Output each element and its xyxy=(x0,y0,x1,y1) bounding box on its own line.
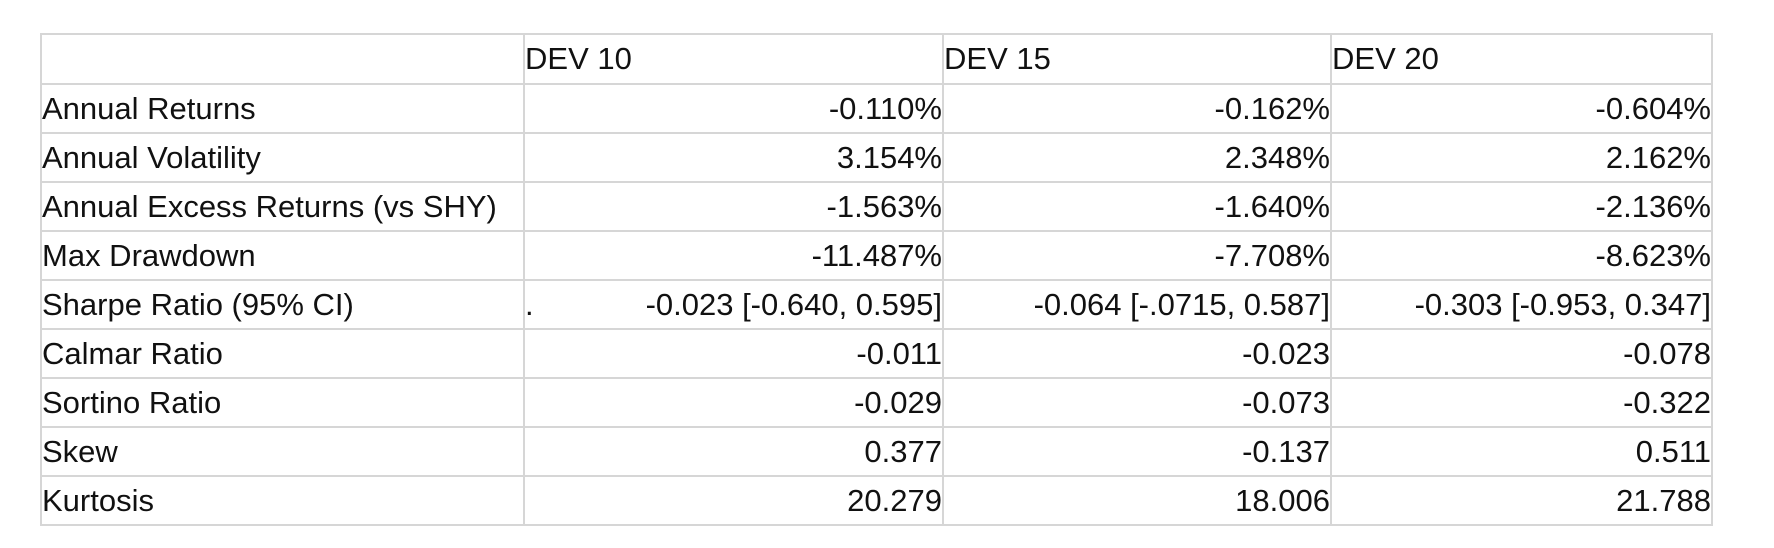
cell-annual-returns-dev15[interactable]: -0.162% xyxy=(942,83,1332,134)
column-header-dev15[interactable]: DEV 15 xyxy=(942,33,1332,85)
cell-kurtosis-dev20[interactable]: 21.788 xyxy=(1330,475,1713,526)
metrics-table: DEV 10 DEV 15 DEV 20 Annual Returns -0.1… xyxy=(40,33,1713,526)
cell-annual-excess-returns-dev15[interactable]: -1.640% xyxy=(942,181,1332,232)
cell-calmar-ratio-dev20[interactable]: -0.078 xyxy=(1330,328,1713,379)
cell-annual-excess-returns-dev10[interactable]: -1.563% xyxy=(523,181,944,232)
cell-kurtosis-dev10[interactable]: 20.279 xyxy=(523,475,944,526)
table-row-annual-volatility: Annual Volatility 3.154% 2.348% 2.162% xyxy=(40,132,1713,183)
cell-calmar-ratio-dev10[interactable]: -0.011 xyxy=(523,328,944,379)
cell-annual-returns-dev10[interactable]: -0.110% xyxy=(523,83,944,134)
cell-skew-dev10[interactable]: 0.377 xyxy=(523,426,944,477)
cell-sortino-ratio-dev15[interactable]: -0.073 xyxy=(942,377,1332,428)
cell-calmar-ratio-dev15[interactable]: -0.023 xyxy=(942,328,1332,379)
table-row-sharpe-ratio: Sharpe Ratio (95% CI) . -0.023 [-0.640, … xyxy=(40,279,1713,330)
row-label-skew[interactable]: Skew xyxy=(40,426,525,477)
row-label-annual-returns[interactable]: Annual Returns xyxy=(40,83,525,134)
row-label-annual-volatility[interactable]: Annual Volatility xyxy=(40,132,525,183)
cell-sortino-ratio-dev20[interactable]: -0.322 xyxy=(1330,377,1713,428)
cell-max-drawdown-dev15[interactable]: -7.708% xyxy=(942,230,1332,281)
cell-annual-excess-returns-dev20[interactable]: -2.136% xyxy=(1330,181,1713,232)
header-row: DEV 10 DEV 15 DEV 20 xyxy=(40,33,1713,85)
row-label-sortino-ratio[interactable]: Sortino Ratio xyxy=(40,377,525,428)
row-label-sharpe-ratio[interactable]: Sharpe Ratio (95% CI) xyxy=(40,279,525,330)
table-row-annual-excess-returns: Annual Excess Returns (vs SHY) -1.563% -… xyxy=(40,181,1713,232)
column-header-dev20[interactable]: DEV 20 xyxy=(1330,33,1713,85)
table-row-kurtosis: Kurtosis 20.279 18.006 21.788 xyxy=(40,475,1713,526)
metrics-table-container: DEV 10 DEV 15 DEV 20 Annual Returns -0.1… xyxy=(40,33,1713,526)
row-label-max-drawdown[interactable]: Max Drawdown xyxy=(40,230,525,281)
row-label-annual-excess-returns[interactable]: Annual Excess Returns (vs SHY) xyxy=(40,181,525,232)
cell-skew-dev20[interactable]: 0.511 xyxy=(1330,426,1713,477)
cell-max-drawdown-dev10[interactable]: -11.487% xyxy=(523,230,944,281)
cell-sortino-ratio-dev10[interactable]: -0.029 xyxy=(523,377,944,428)
cell-annual-returns-dev20[interactable]: -0.604% xyxy=(1330,83,1713,134)
column-header-dev10[interactable]: DEV 10 xyxy=(523,33,944,85)
corner-cell[interactable] xyxy=(40,33,525,85)
cell-sharpe-ratio-dev10[interactable]: . -0.023 [-0.640, 0.595] xyxy=(523,279,944,330)
sharpe-dev10-split: . -0.023 [-0.640, 0.595] xyxy=(525,286,942,323)
row-label-kurtosis[interactable]: Kurtosis xyxy=(40,475,525,526)
table-row-max-drawdown: Max Drawdown -11.487% -7.708% -8.623% xyxy=(40,230,1713,281)
row-label-calmar-ratio[interactable]: Calmar Ratio xyxy=(40,328,525,379)
cell-annual-volatility-dev20[interactable]: 2.162% xyxy=(1330,132,1713,183)
cell-annual-volatility-dev10[interactable]: 3.154% xyxy=(523,132,944,183)
table-row-annual-returns: Annual Returns -0.110% -0.162% -0.604% xyxy=(40,83,1713,134)
gridline-stub-left xyxy=(40,504,42,511)
gridline-stub-col1 xyxy=(523,504,525,511)
cell-skew-dev15[interactable]: -0.137 xyxy=(942,426,1332,477)
table-row-sortino-ratio: Sortino Ratio -0.029 -0.073 -0.322 xyxy=(40,377,1713,428)
cell-sharpe-ratio-dev15[interactable]: -0.064 [-.0715, 0.587] xyxy=(942,279,1332,330)
cell-max-drawdown-dev20[interactable]: -8.623% xyxy=(1330,230,1713,281)
cell-kurtosis-dev15[interactable]: 18.006 xyxy=(942,475,1332,526)
sharpe-dev10-dot: . xyxy=(525,286,534,322)
cell-sharpe-ratio-dev20[interactable]: -0.303 [-0.953, 0.347] xyxy=(1330,279,1713,330)
table-row-calmar-ratio: Calmar Ratio -0.011 -0.023 -0.078 xyxy=(40,328,1713,379)
sharpe-dev10-value: -0.023 [-0.640, 0.595] xyxy=(645,286,942,322)
table-row-skew: Skew 0.377 -0.137 0.511 xyxy=(40,426,1713,477)
cell-annual-volatility-dev15[interactable]: 2.348% xyxy=(942,132,1332,183)
